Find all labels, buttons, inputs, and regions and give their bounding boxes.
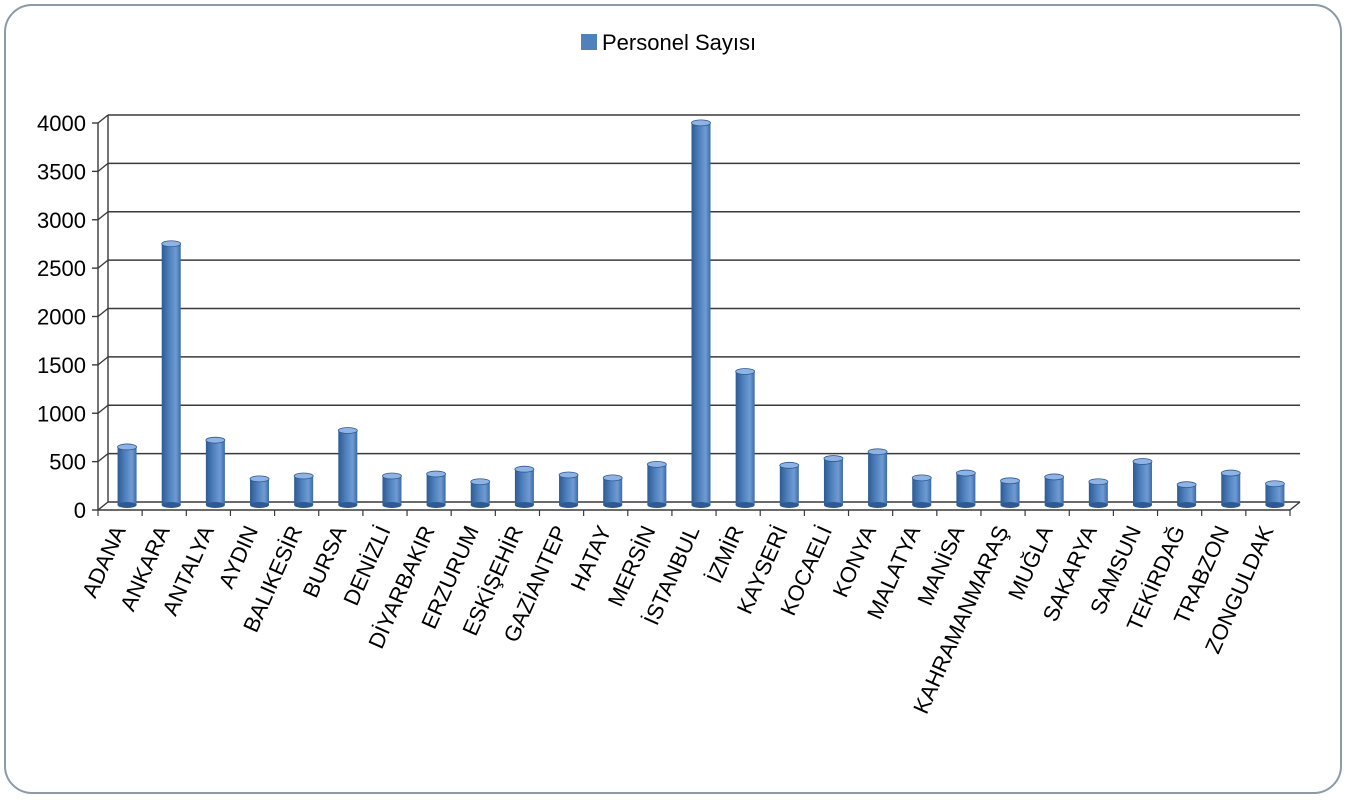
legend-swatch [581, 34, 597, 50]
bar [1044, 473, 1065, 508]
bar [1000, 477, 1020, 508]
y-tick-label: 1000 [37, 401, 86, 426]
y-tick-label: 3000 [37, 208, 86, 233]
bar [867, 448, 888, 508]
x-tick-label: İZMİR [702, 522, 749, 587]
floor-edge [1289, 501, 1301, 511]
x-tick-label: HATAY [566, 522, 617, 595]
bar [337, 427, 358, 508]
y-tick-label: 2500 [37, 256, 86, 281]
bar [470, 478, 491, 508]
bar [955, 469, 976, 508]
bar [1220, 469, 1241, 508]
bar [1088, 478, 1109, 508]
y-tick-label: 1500 [37, 353, 86, 378]
bar [823, 455, 844, 508]
x-tick-label: AYDIN [214, 522, 264, 592]
bar [911, 474, 932, 508]
legend-entry: Personel Sayısı [602, 30, 756, 55]
chart-frame [4, 4, 1342, 794]
y-tick-label: 2000 [37, 305, 86, 330]
y-tick-labels: 0 500 1000 1500 2000 2500 3000 3500 4000 [37, 111, 86, 523]
bars-layer [117, 119, 1285, 508]
bar [426, 470, 447, 508]
y-tick-label: 4000 [37, 111, 86, 136]
bar [602, 474, 623, 508]
legend: Personel Sayısı [581, 30, 756, 55]
y-tick-label: 3500 [37, 159, 86, 184]
bar [382, 472, 402, 508]
bar [117, 443, 137, 508]
x-tick-labels: ADANAANKARAANTALYAAYDINBALIKESİRBURSADEN… [77, 522, 1279, 718]
bar [1132, 458, 1153, 508]
bar [249, 475, 270, 508]
y-tick-label: 500 [49, 450, 86, 475]
bar [779, 461, 800, 508]
bar [514, 465, 535, 508]
bar [161, 240, 182, 508]
bar [1265, 480, 1285, 508]
bar [735, 368, 756, 508]
gridline [92, 114, 1300, 124]
bar [205, 436, 226, 508]
bar [691, 119, 711, 508]
bar [646, 460, 667, 508]
bar [293, 472, 314, 508]
bar [558, 471, 579, 508]
y-tick-label: 0 [74, 498, 86, 523]
bar [1176, 481, 1197, 508]
axis-layer [97, 115, 1301, 516]
